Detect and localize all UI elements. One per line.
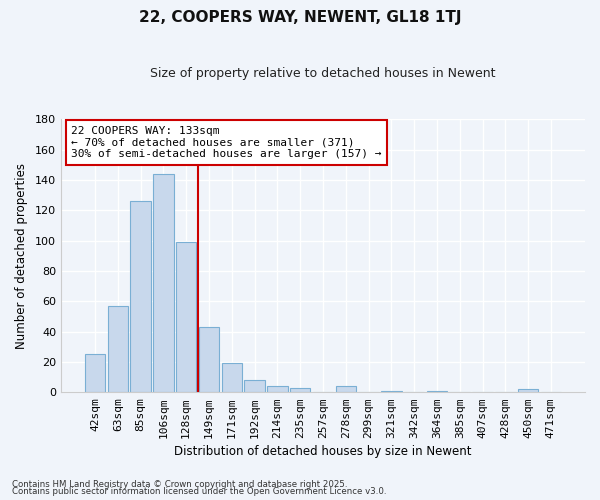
- Text: 22, COOPERS WAY, NEWENT, GL18 1TJ: 22, COOPERS WAY, NEWENT, GL18 1TJ: [139, 10, 461, 25]
- Y-axis label: Number of detached properties: Number of detached properties: [15, 162, 28, 348]
- Text: Contains public sector information licensed under the Open Government Licence v3: Contains public sector information licen…: [12, 487, 386, 496]
- Text: 22 COOPERS WAY: 133sqm
← 70% of detached houses are smaller (371)
30% of semi-de: 22 COOPERS WAY: 133sqm ← 70% of detached…: [71, 126, 382, 159]
- Text: Contains HM Land Registry data © Crown copyright and database right 2025.: Contains HM Land Registry data © Crown c…: [12, 480, 347, 489]
- Bar: [267, 386, 287, 392]
- Bar: [153, 174, 173, 392]
- Bar: [85, 354, 105, 392]
- Bar: [427, 390, 447, 392]
- Bar: [518, 389, 538, 392]
- Bar: [290, 388, 310, 392]
- Bar: [335, 386, 356, 392]
- Title: Size of property relative to detached houses in Newent: Size of property relative to detached ho…: [150, 68, 496, 80]
- Bar: [221, 364, 242, 392]
- Bar: [130, 201, 151, 392]
- X-axis label: Distribution of detached houses by size in Newent: Distribution of detached houses by size …: [174, 444, 472, 458]
- Bar: [107, 306, 128, 392]
- Bar: [244, 380, 265, 392]
- Bar: [199, 327, 219, 392]
- Bar: [381, 390, 401, 392]
- Bar: [176, 242, 196, 392]
